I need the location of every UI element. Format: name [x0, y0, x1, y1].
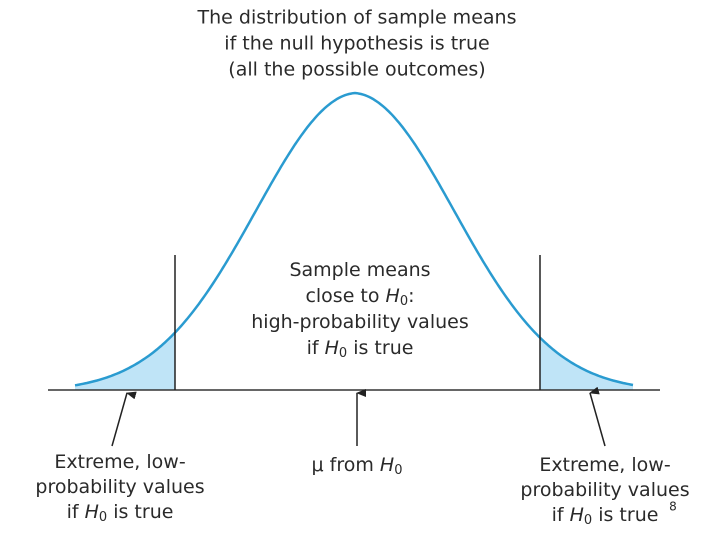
- text: Sample means: [289, 259, 430, 281]
- text: Extreme, low-: [54, 451, 185, 473]
- left-label: probability values: [35, 476, 204, 498]
- page-number: 8: [669, 500, 677, 514]
- text: H: [570, 504, 584, 526]
- center-label: Sample means: [289, 259, 430, 281]
- right-label: probability values: [520, 479, 689, 501]
- title-line: The distribution of sample means: [197, 7, 517, 29]
- title-line: if the null hypothesis is true: [224, 33, 489, 55]
- text: 0: [339, 346, 347, 361]
- text: is true: [107, 501, 173, 523]
- text: probability values: [35, 476, 204, 498]
- text: H: [85, 501, 99, 523]
- text: μ from: [312, 454, 380, 476]
- text: is true: [592, 504, 658, 526]
- title-line: (all the possible outcomes): [228, 59, 485, 81]
- center-label: if H0 is true: [307, 337, 414, 361]
- text: if: [67, 501, 85, 523]
- text: :: [408, 285, 414, 307]
- left-tail-area: [75, 332, 175, 390]
- text: 0: [99, 510, 107, 525]
- left-label: Extreme, low-: [54, 451, 185, 473]
- text: close to: [305, 285, 385, 307]
- text: H: [380, 454, 394, 476]
- right-label: Extreme, low-: [539, 454, 670, 476]
- arrow: [111, 391, 137, 447]
- text: is true: [347, 337, 413, 359]
- text: if: [307, 337, 325, 359]
- text: H: [386, 285, 400, 307]
- text: 0: [394, 463, 402, 478]
- right-tail-area: [540, 337, 633, 390]
- mean-label: μ from H0: [312, 454, 403, 478]
- text: probability values: [520, 479, 689, 501]
- text: Extreme, low-: [539, 454, 670, 476]
- text: 0: [584, 513, 592, 528]
- left-label: if H0 is true: [67, 501, 174, 525]
- text: high-probability values: [251, 311, 469, 333]
- text: if: [552, 504, 570, 526]
- center-label: high-probability values: [251, 311, 469, 333]
- center-label: close to H0:: [305, 285, 414, 309]
- text: 0: [400, 294, 408, 309]
- right-label: if H0 is true: [552, 504, 659, 528]
- arrow: [589, 386, 606, 447]
- text: H: [325, 337, 339, 359]
